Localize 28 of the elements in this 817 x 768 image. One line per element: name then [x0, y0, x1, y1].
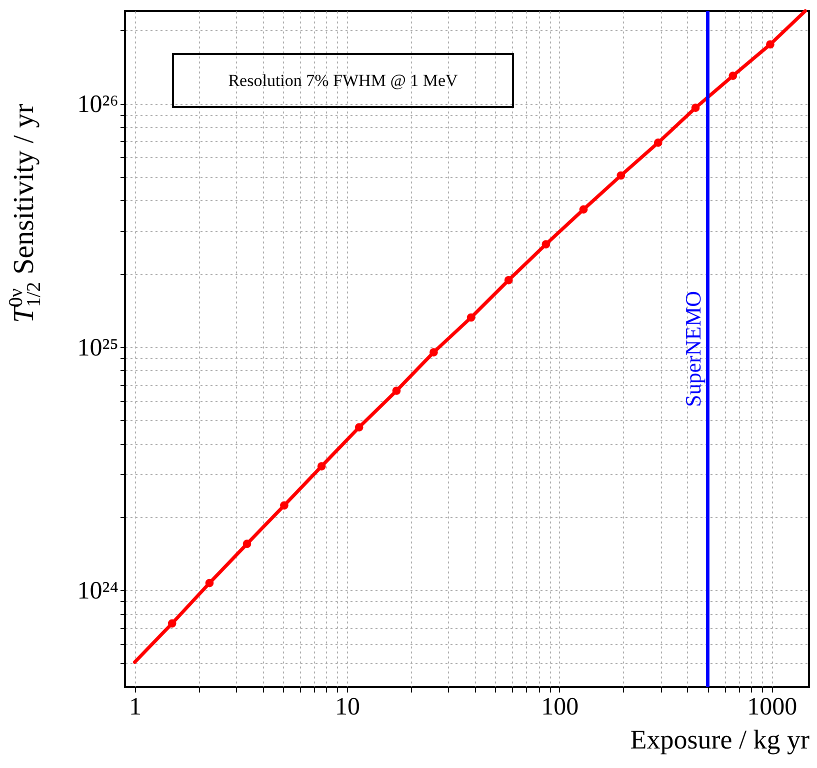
x-tick-label: 1000 — [747, 694, 798, 720]
point — [691, 104, 700, 112]
point — [430, 348, 438, 356]
y-tick-label: 10²⁶ — [77, 91, 118, 118]
point — [317, 462, 326, 470]
ref-line-label: SuperNEMO — [680, 290, 706, 408]
point — [466, 313, 476, 322]
point — [392, 386, 401, 395]
point — [242, 540, 252, 548]
annotation: Resolution 7% FWHM @ 1 MeV — [228, 71, 458, 90]
y-tick-label: 10²⁵ — [77, 334, 118, 362]
point — [504, 276, 513, 284]
point — [654, 138, 662, 147]
point — [280, 501, 288, 510]
x-tick-label: 1 — [128, 694, 142, 720]
point — [579, 205, 588, 214]
y-tick-label: 10²⁴ — [77, 578, 119, 605]
point — [354, 423, 364, 432]
x-tick-label: 10 — [335, 694, 360, 720]
x-tick-label: 100 — [541, 694, 579, 720]
x-axis-title: Exposure / kg yr — [630, 724, 810, 754]
point — [205, 578, 214, 588]
y-axis-title: T0ν1/2 Sensitivity / yr — [5, 103, 45, 323]
point — [766, 40, 774, 49]
point — [542, 240, 550, 248]
point — [728, 72, 738, 80]
point — [616, 171, 626, 180]
point — [168, 619, 176, 628]
